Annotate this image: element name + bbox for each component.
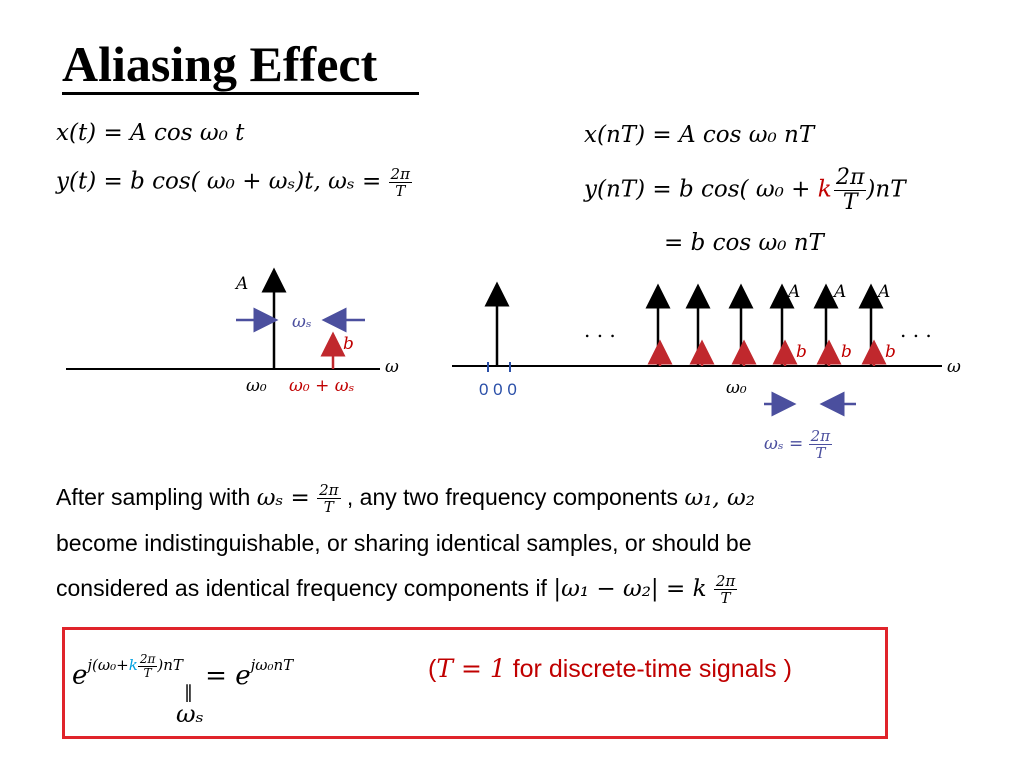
right-label-ws: ωₛ = 2π T (764, 427, 833, 462)
boxed-exp-part-b: )nT (157, 656, 183, 674)
right-label-b-1: b (796, 342, 807, 362)
boxed-exp-part-a: j(ω₀+ (87, 656, 129, 674)
fraction-numerator: 2π (808, 427, 833, 445)
paragraph-math-condition: |ω₁ − ω₂| = k (553, 576, 714, 602)
boxed-rhs-exponent: jω₀nT (250, 656, 294, 674)
boxed-note-open: ( (428, 655, 437, 683)
right-ws-prefix: ωₛ = (764, 434, 804, 454)
highlight-box (62, 627, 888, 739)
right-omega-label: ω (947, 357, 961, 377)
fraction-denominator: T (395, 182, 406, 200)
left-label-ws: ωₛ (292, 312, 312, 332)
equation-x-t: x(t) = A cos ω₀ t (56, 120, 245, 146)
equation-y-nT-result: = b cos ω₀ nT (664, 230, 824, 256)
boxed-exp-k: k (128, 656, 138, 674)
paragraph-text-3a: considered as identical frequency compon… (56, 575, 554, 601)
equation-y-nT: y(nT) = b cos( ω₀ + k 2π T)nT (584, 166, 906, 215)
boxed-equation: ej(ω₀+k 2π T)nT = ejω₀nT (72, 650, 293, 691)
paragraph-line-2: become indistinguishable, or sharing ide… (56, 530, 752, 556)
left-label-w0: ω₀ (246, 376, 267, 396)
boxed-lhs-base: e (72, 660, 88, 691)
equation-y-nT-text: y(nT) = b cos( ω₀ + (584, 176, 818, 203)
right-label-b-2: b (841, 342, 852, 362)
fraction-numerator: 2π (833, 165, 867, 191)
fraction-numerator: 2π (388, 165, 412, 183)
paragraph-text-1b: , any two frequency components (340, 484, 685, 510)
fraction-denominator: T (815, 444, 826, 462)
fraction-denominator: T (323, 498, 334, 517)
left-label-w0-ws: ω₀ + ωₛ (289, 376, 355, 396)
boxed-exp-fraction: 2π T (137, 651, 158, 680)
boxed-note: (T = 1 for discrete-time signals ) (428, 654, 792, 684)
fraction-2pi-over-T-large: 2π T (833, 165, 867, 215)
right-ws-fraction: 2π T (808, 427, 833, 462)
fraction-numerator: 2π (317, 481, 341, 500)
boxed-equals: = e (205, 660, 251, 691)
left-label-A: A (236, 274, 249, 294)
left-label-b: b (343, 334, 354, 354)
paragraph-text-1a: After sampling with (56, 484, 257, 510)
fraction-numerator: 2π (713, 572, 738, 591)
paragraph-fraction-1: 2π T (317, 481, 341, 517)
equation-x-nT: x(nT) = A cos ω₀ nT (584, 122, 815, 148)
right-label-A-2: A (834, 282, 847, 302)
title-underline (62, 92, 419, 95)
fraction-denominator: T (720, 589, 731, 608)
paragraph-math-ws: ωₛ = (256, 485, 318, 511)
equation-y-nT-suffix: )nT (866, 176, 906, 203)
equation-k: k (817, 176, 832, 203)
right-ellipsis-right: . . . (900, 318, 932, 342)
boxed-note-T: T = 1 (436, 654, 506, 683)
fraction-denominator: T (842, 190, 858, 215)
equation-y-t: y(t) = b cos( ω₀ + ωₛ)t, ωₛ = 2π T (56, 166, 412, 199)
boxed-lhs-exponent: j(ω₀+k 2π T)nT (87, 652, 183, 679)
paragraph-line-3: considered as identical frequency compon… (56, 572, 738, 608)
boxed-ws-label: ωₛ (176, 700, 204, 728)
slide-title: Aliasing Effect (62, 36, 378, 92)
left-omega-label: ω (385, 357, 399, 377)
equation-y-t-text: y(t) = b cos( ω₀ + ωₛ)t, ωₛ = (56, 168, 389, 195)
fraction-2pi-over-T: 2π T (388, 165, 412, 200)
fraction-numerator: 2π (137, 651, 158, 667)
fraction-denominator: T (143, 665, 152, 680)
right-label-A-1: A (788, 282, 801, 302)
right-label-b-3: b (885, 342, 896, 362)
paragraph-math-w1w2: ω₁, ω₂ (684, 485, 756, 511)
right-ellipsis-left: . . . (584, 318, 616, 342)
boxed-note-text: for discrete-time signals ) (505, 655, 792, 683)
boxed-equivalence-mark: ‖ (184, 682, 193, 703)
paragraph-line-1: After sampling with ωₛ = 2π T , any two f… (56, 482, 755, 515)
paragraph-fraction-2: 2π T (713, 572, 738, 608)
right-zero-labels: 0 0 0 (479, 380, 517, 399)
right-label-A-3: A (878, 282, 891, 302)
right-label-w0: ω₀ (726, 378, 747, 398)
